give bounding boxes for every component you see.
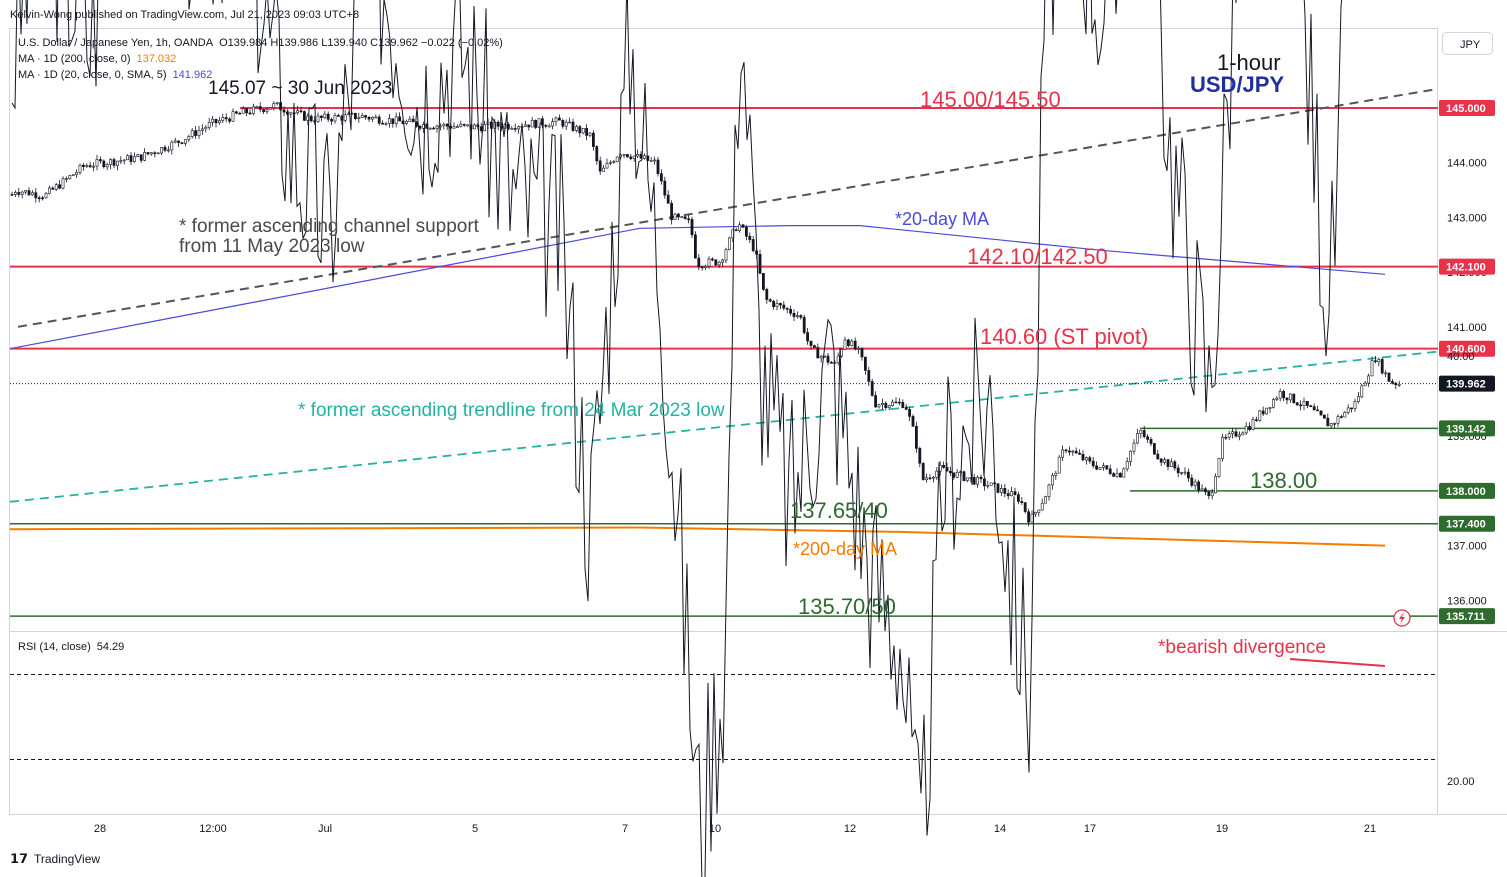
- pair-title: USD/JPY: [1190, 72, 1284, 97]
- price-badge-label: 139.142: [1446, 423, 1486, 435]
- channel-annotation-line1: * former ascending channel support: [179, 216, 480, 237]
- price-badge: [1439, 258, 1495, 275]
- ma200-line: [9, 526, 1386, 547]
- rsi-tick-label: 40.00: [1447, 351, 1475, 363]
- ascending-trendline: [9, 350, 1441, 503]
- divergence-line: [1289, 658, 1386, 667]
- ma20-line: [9, 225, 1386, 350]
- time-tick-label: Jul: [318, 823, 332, 835]
- time-tick-label: 14: [994, 823, 1006, 835]
- price-tick-label: 143.000: [1447, 212, 1487, 224]
- support-138-label: 138.00: [1250, 468, 1317, 493]
- price-badge-label: 142.100: [1446, 262, 1486, 274]
- price-badge: [1439, 100, 1495, 116]
- price-badge-label: 137.400: [1446, 519, 1486, 531]
- price-tick-label: 137.000: [1447, 541, 1487, 553]
- time-tick-label: 17: [1084, 823, 1096, 835]
- time-tick-label: 10: [709, 823, 721, 835]
- price-badge: [1439, 375, 1495, 392]
- ma200-legend[interactable]: MA · 1D (200, close, 0) 137.032: [18, 53, 176, 65]
- price-badge-label: 135.711: [1446, 611, 1485, 623]
- high-annotation: 145.07 ~ 30 Jun 2023: [208, 78, 392, 99]
- rsi-legend[interactable]: RSI (14, close) 54.29: [18, 641, 124, 653]
- pivot-label: 140.60 (ST pivot): [980, 324, 1148, 349]
- ma20-legend[interactable]: MA · 1D (20, close, 0, SMA, 5) 141.962: [18, 69, 212, 81]
- price-badge-label: 140.600: [1446, 344, 1486, 356]
- price-badge: [1439, 515, 1495, 532]
- price-badge-label: 139.962: [1446, 379, 1486, 391]
- symbol-legend[interactable]: U.S. Dollar / Japanese Yen, 1h, OANDA O13…: [18, 37, 503, 49]
- price-tick-label: 141.000: [1447, 322, 1487, 334]
- time-tick-label: 19: [1216, 823, 1228, 835]
- time-tick-label: 5: [472, 823, 478, 835]
- time-axis[interactable]: 28 12:00 Jul 5 7 10 12 14 17 19 21: [94, 823, 1376, 835]
- price-axis[interactable]: 136.000137.000138.000139.000140.000141.0…: [1439, 100, 1495, 625]
- price-badge: [1439, 420, 1495, 437]
- footer-brand: TradingView: [34, 852, 100, 866]
- price-badge-label: 138.000: [1446, 486, 1486, 498]
- time-tick-label: 7: [622, 823, 628, 835]
- support-137-label: 137.65/40: [790, 498, 888, 523]
- price-badge-label: 145.000: [1446, 103, 1486, 115]
- channel-support-line: [17, 87, 1439, 328]
- lightning-glyph: [1399, 612, 1405, 624]
- publisher-text: Kelvin-Wong published on TradingView.com…: [10, 9, 359, 21]
- currency-button[interactable]: [1442, 32, 1493, 55]
- price-badge: [1439, 482, 1495, 499]
- resistance-145-label: 145.00/145.50: [920, 87, 1061, 112]
- trendline-annotation: * former ascending trendline from 24 Mar…: [298, 400, 725, 421]
- time-tick-label: 21: [1364, 823, 1376, 835]
- price-badge: [1439, 608, 1495, 625]
- price-badge: [1439, 340, 1495, 357]
- price-tick-label: 144.000: [1447, 158, 1487, 170]
- tradingview-logo-icon: 𝟭𝟳: [10, 851, 28, 866]
- support-135-label: 135.70/50: [798, 594, 896, 619]
- rsi-tick-label: 20.00: [1447, 776, 1475, 788]
- rsi-line: [11, 0, 1343, 877]
- timeframe-title: 1-hour: [1217, 50, 1281, 75]
- channel-annotation-line2: from 11 May 2023 low: [179, 236, 365, 257]
- candlestick-series: [10, 100, 1401, 527]
- divergence-annotation: *bearish divergence: [1158, 637, 1326, 658]
- time-tick-label: 28: [94, 823, 106, 835]
- ma20-annotation: *20-day MA: [895, 209, 989, 229]
- time-tick-label: 12: [844, 823, 856, 835]
- ma200-annotation: *200-day MA: [793, 539, 897, 559]
- price-tick-label: 136.000: [1447, 595, 1487, 607]
- time-tick-label: 12:00: [199, 823, 227, 835]
- resistance-142-label: 142.10/142.50: [967, 244, 1108, 269]
- currency-label: JPY: [1460, 39, 1481, 51]
